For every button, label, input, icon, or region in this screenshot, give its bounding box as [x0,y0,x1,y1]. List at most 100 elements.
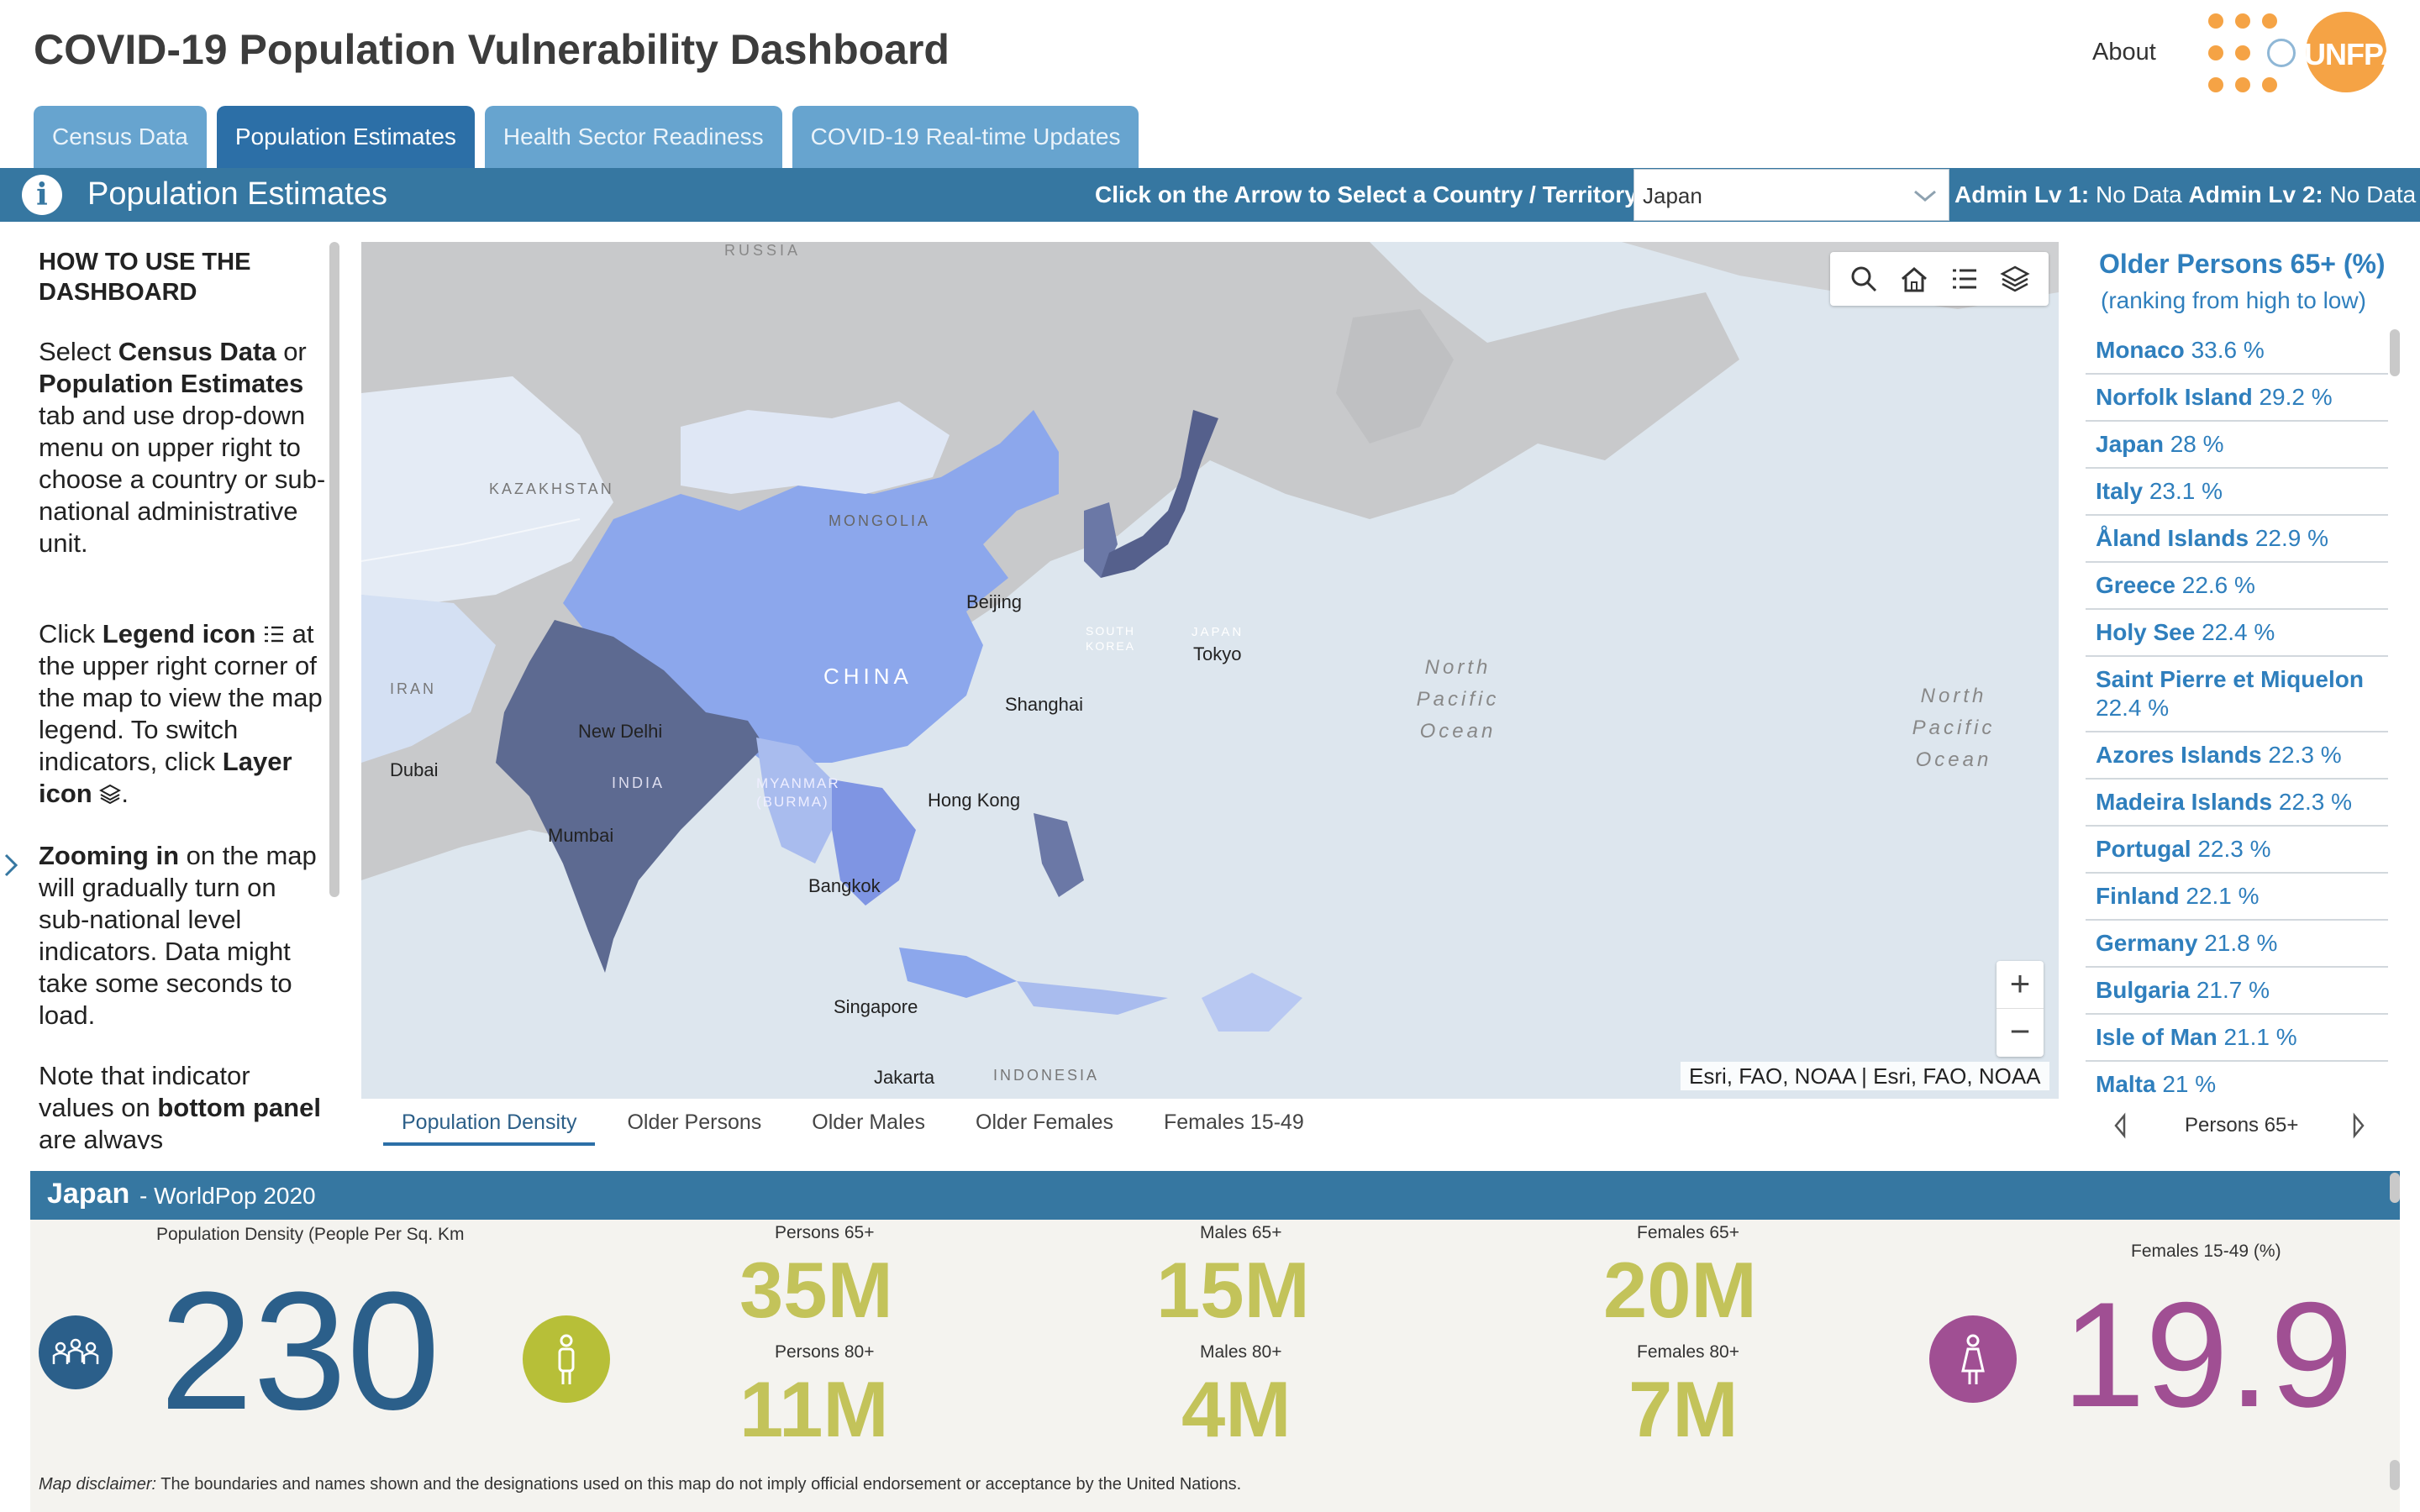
older-person-icon [523,1315,610,1403]
map-label: INDIA [612,774,666,791]
indicator-tab-older-females[interactable]: Older Females [976,1110,1113,1134]
ranking-item[interactable]: Monaco 33.6 % [2086,328,2388,375]
instructions-para-2: Click Legend icon at the upper right cor… [39,619,323,808]
females80-value: 7M [1628,1365,1739,1453]
females1549-label: Females 15-49 (%) [2131,1242,2281,1261]
ranking-pager: Persons 65+ [2101,1107,2378,1144]
males65-label: Males 65+ [1200,1223,1282,1242]
males80-label: Males 80+ [1200,1342,1282,1362]
layers-icon [99,784,122,805]
ranking-scrollbar[interactable] [2390,329,2400,376]
indicator-tab-older-males[interactable]: Older Males [812,1110,926,1134]
instructions-scrollbar[interactable] [329,242,339,897]
ranking-item[interactable]: Madeira Islands 22.3 % [2086,780,2388,827]
females1549-value: 19.9 [2062,1271,2354,1438]
tab-census-data[interactable]: Census Data [34,106,207,168]
instructions-para-4: Note that indicator values on bottom pan… [39,1061,321,1149]
instructions-title: HOW TO USE THE DASHBOARD [39,249,251,306]
indicator-tab-population-density[interactable]: Population Density [383,1100,596,1146]
unfpa-logo: UNFPA [2205,7,2402,94]
indicator-tab-older-persons[interactable]: Older Persons [627,1110,762,1134]
chevron-down-icon[interactable] [1913,170,1937,240]
map-label: KAZAKHSTAN [489,480,614,497]
ranking-item[interactable]: Saint Pierre et Miquelon 22.4 % [2086,657,2388,732]
country-select-value: Japan [1643,183,1702,208]
indicator-tabs: Population Density Older Persons Older M… [383,1100,1336,1146]
people-group-icon [39,1315,113,1389]
un-emblem-icon [2267,39,2296,67]
admin2-label: Admin Lv 2: [2188,181,2323,207]
persons80-label: Persons 80+ [775,1342,875,1362]
legend-icon[interactable] [1948,262,1981,296]
section-title: Population Estimates [87,176,387,212]
ranking-item[interactable]: Japan 28 % [2086,422,2388,469]
chevron-right-icon[interactable] [2349,1107,2366,1151]
map-attribution: Esri, FAO, NOAA | Esri, FAO, NOAA [1681,1062,2049,1090]
map-label: Jakarta [874,1067,935,1088]
ranking-item[interactable]: Norfolk Island 29.2 % [2086,375,2388,422]
map-label: New Delhi [578,721,663,742]
ranking-item[interactable]: Azores Islands 22.3 % [2086,732,2388,780]
ranking-list: Monaco 33.6 % Norfolk Island 29.2 % Japa… [2086,328,2388,1102]
map-label: Dubai [390,759,439,780]
layers-icon[interactable] [1998,262,2032,296]
logo-text: UNFPA [2304,37,2402,71]
map-label: Beijing [966,591,1023,612]
home-icon[interactable] [1897,262,1931,296]
map-label: JAPAN [1192,625,1244,639]
map-label: Shanghai [1005,694,1083,715]
ranking-pager-label: Persons 65+ [2185,1114,2299,1137]
map-label: MONGOLIA [829,512,931,529]
country-select-prompt: Click on the Arrow to Select a Country /… [1095,181,1645,207]
tab-health-sector-readiness[interactable]: Health Sector Readiness [484,106,782,168]
zoom-in-button[interactable]: + [1996,961,2044,1009]
map-label: Hong Kong [928,790,1021,811]
ranking-item[interactable]: Portugal 22.3 % [2086,827,2388,874]
ranking-item[interactable]: Finland 22.1 % [2086,874,2388,921]
about-link[interactable]: About [2092,39,2156,66]
info-icon[interactable]: i [22,175,62,215]
map-label: IRAN [390,680,437,697]
page-title: COVID-19 Population Vulnerability Dashbo… [34,26,950,73]
ranking-item[interactable]: Bulgaria 21.7 % [2086,968,2388,1015]
expand-panel-icon[interactable] [3,852,18,885]
zoom-out-button[interactable]: − [2009,1011,2031,1051]
zoom-control: + − [1996,961,2044,1057]
map-label: SOUTH KOREA [1086,624,1136,653]
ranking-item[interactable]: Germany 21.8 % [2086,921,2388,968]
legend-icon [264,626,283,643]
chevron-left-icon[interactable] [2112,1107,2129,1151]
persons80-value: 11M [739,1365,889,1453]
summary-country: Japan [47,1178,130,1210]
map-label: Mumbai [548,825,614,846]
ranking-item[interactable]: Åland Islands 22.9 % [2086,516,2388,563]
main-tabs: Census Data Population Estimates Health … [34,106,1139,168]
map-toolbar [1830,252,2049,306]
tab-population-estimates[interactable]: Population Estimates [216,106,475,168]
ranking-item[interactable]: Malta 21 % [2086,1062,2388,1102]
country-select[interactable]: Japan [1634,169,1949,221]
basemap [361,242,2059,1099]
persons65-value: 35M [739,1246,893,1334]
map-view[interactable]: RUSSIA KAZAKHSTAN MONGOLIA CHINA IRAN IN… [361,242,2059,1099]
ranking-item[interactable]: Holy See 22.4 % [2086,610,2388,657]
map-label: Bangkok [808,875,881,896]
female-icon [1929,1315,2017,1403]
map-label: Tokyo [1193,643,1242,664]
ranking-item[interactable]: Italy 23.1 % [2086,469,2388,516]
density-label: Population Density (People Per Sq. Km [156,1225,465,1244]
map-disclaimer: Map disclaimer: The boundaries and names… [39,1475,1242,1494]
ranking-item[interactable]: Isle of Man 21.1 % [2086,1015,2388,1062]
instructions-para-3: Zooming in on the map will gradually tur… [39,841,317,1030]
admin1-label: Admin Lv 1: [1954,181,2090,207]
indicator-tab-females-15-49[interactable]: Females 15-49 [1163,1110,1304,1134]
admin1-value: No Data [2096,181,2182,207]
males65-value: 15M [1156,1246,1310,1334]
summary-header: Japan - WorldPop 2020 [30,1171,2400,1220]
search-icon[interactable] [1847,262,1881,296]
summary-source: - WorldPop 2020 [139,1183,316,1209]
summary-scrollbar[interactable] [2390,1173,2400,1203]
tab-covid-realtime-updates[interactable]: COVID-19 Real-time Updates [792,106,1139,168]
ranking-item[interactable]: Greece 22.6 % [2086,563,2388,610]
summary-scrollbar-bottom[interactable] [2390,1460,2400,1490]
